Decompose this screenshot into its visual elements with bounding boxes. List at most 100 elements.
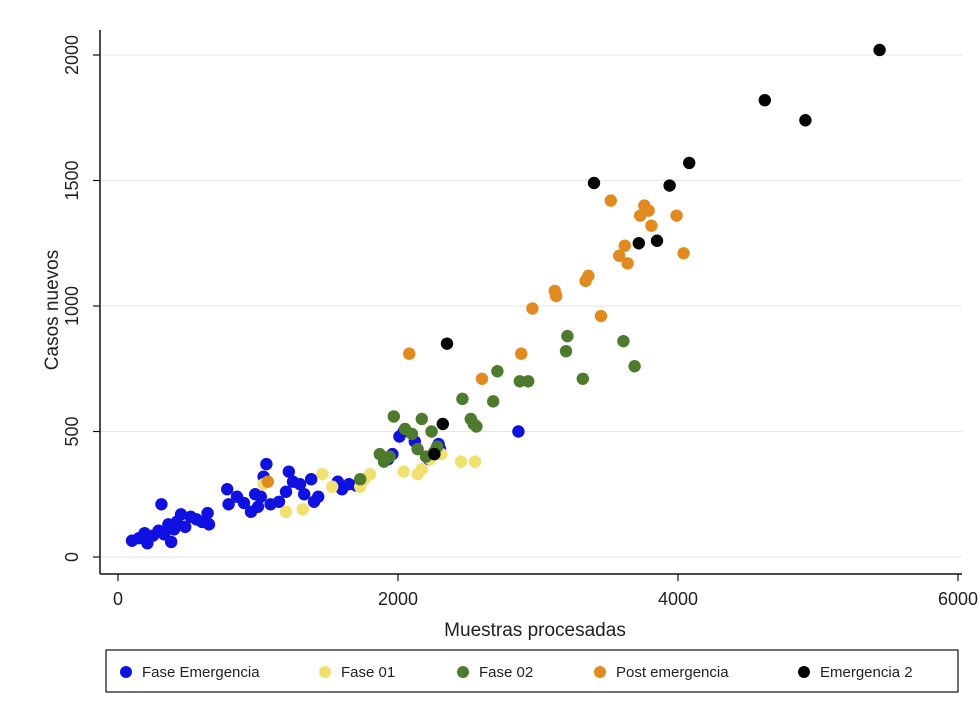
y-tick-label: 500 xyxy=(62,416,82,446)
data-point xyxy=(873,43,886,57)
data-point xyxy=(677,247,690,260)
data-point xyxy=(316,467,329,481)
legend-marker xyxy=(120,666,132,678)
legend-label: Post emergencia xyxy=(616,664,729,681)
data-point xyxy=(512,425,525,438)
data-point xyxy=(155,498,168,511)
data-point xyxy=(326,480,339,493)
data-point xyxy=(237,496,251,510)
data-point xyxy=(550,289,563,303)
y-tick-label: 2000 xyxy=(62,35,82,75)
data-point xyxy=(454,455,468,468)
legend-marker xyxy=(798,666,810,678)
data-point xyxy=(298,488,311,501)
x-ticks: 0 2000 4000 6000 xyxy=(113,574,978,609)
legend-marker xyxy=(319,666,331,678)
data-point xyxy=(403,347,416,360)
data-point xyxy=(282,465,295,478)
data-point xyxy=(179,520,192,534)
data-point xyxy=(670,209,683,222)
x-tick-label: 6000 xyxy=(938,589,978,609)
x-tick-label: 2000 xyxy=(378,589,418,609)
data-point xyxy=(312,490,325,503)
data-point xyxy=(628,360,641,373)
data-point xyxy=(174,508,188,521)
data-point xyxy=(261,475,274,488)
x-tick-label: 4000 xyxy=(658,589,698,609)
data-point xyxy=(621,257,634,270)
data-point xyxy=(642,204,655,217)
data-point xyxy=(522,375,535,388)
legend-marker xyxy=(457,666,469,678)
legend-label: Fase 01 xyxy=(341,664,395,681)
data-point xyxy=(415,412,428,426)
data-point xyxy=(491,365,504,378)
legend-label: Emergencia 2 xyxy=(820,664,913,681)
data-point xyxy=(758,93,771,107)
data-point xyxy=(645,219,658,232)
data-point xyxy=(468,455,482,468)
data-point xyxy=(415,462,428,476)
data-point xyxy=(587,176,601,190)
legend-marker xyxy=(594,666,606,678)
data-point xyxy=(254,490,267,503)
data-point xyxy=(272,495,286,508)
y-tick-label: 0 xyxy=(62,552,82,562)
series-3 xyxy=(261,194,690,488)
series-4 xyxy=(428,43,886,461)
data-point xyxy=(632,237,645,250)
data-point xyxy=(561,329,574,343)
data-point xyxy=(526,302,539,315)
data-point xyxy=(260,457,273,471)
data-point xyxy=(405,427,419,441)
data-points xyxy=(125,43,886,550)
data-point xyxy=(582,269,595,283)
data-point xyxy=(487,395,500,408)
data-point xyxy=(251,500,265,513)
data-point xyxy=(559,344,573,358)
x-axis-title: Muestras procesadas xyxy=(444,620,626,641)
data-point xyxy=(296,503,309,516)
data-point xyxy=(663,179,676,192)
x-tick-label: 0 xyxy=(113,589,123,609)
y-tick-label: 1000 xyxy=(62,286,82,326)
data-point xyxy=(618,239,631,252)
data-point xyxy=(613,249,626,262)
data-point xyxy=(165,535,178,549)
data-point xyxy=(617,334,630,348)
y-tick-label: 1500 xyxy=(62,160,82,200)
y-ticks: 0 500 1000 1500 2000 xyxy=(62,35,100,562)
data-point xyxy=(201,506,214,520)
data-point xyxy=(425,425,438,438)
legend-box xyxy=(105,649,959,693)
data-point xyxy=(440,337,454,350)
data-point xyxy=(470,420,483,433)
data-point xyxy=(202,518,216,531)
legend: Fase Emergencia Fase 01 Fase 02 Post emerge… xyxy=(105,649,959,693)
data-point xyxy=(387,410,400,423)
data-point xyxy=(363,467,377,481)
data-point xyxy=(456,392,469,406)
data-point xyxy=(279,485,293,498)
data-point xyxy=(436,417,449,431)
data-point xyxy=(279,505,293,519)
data-point xyxy=(604,194,617,207)
legend-label: Fase 02 xyxy=(479,664,533,681)
data-point xyxy=(305,472,318,486)
data-point xyxy=(222,498,235,511)
data-point xyxy=(293,478,307,491)
data-point xyxy=(354,472,367,486)
data-point xyxy=(411,442,424,456)
data-point xyxy=(650,234,664,247)
data-point xyxy=(428,447,441,461)
data-point xyxy=(221,483,234,496)
data-point xyxy=(799,114,812,127)
series-2 xyxy=(354,329,641,486)
y-axis-title: Casos nuevos xyxy=(42,250,63,370)
legend-label: Fase Emergencia xyxy=(142,664,260,681)
data-point xyxy=(594,309,608,323)
data-point xyxy=(383,450,396,463)
data-point xyxy=(475,372,489,385)
